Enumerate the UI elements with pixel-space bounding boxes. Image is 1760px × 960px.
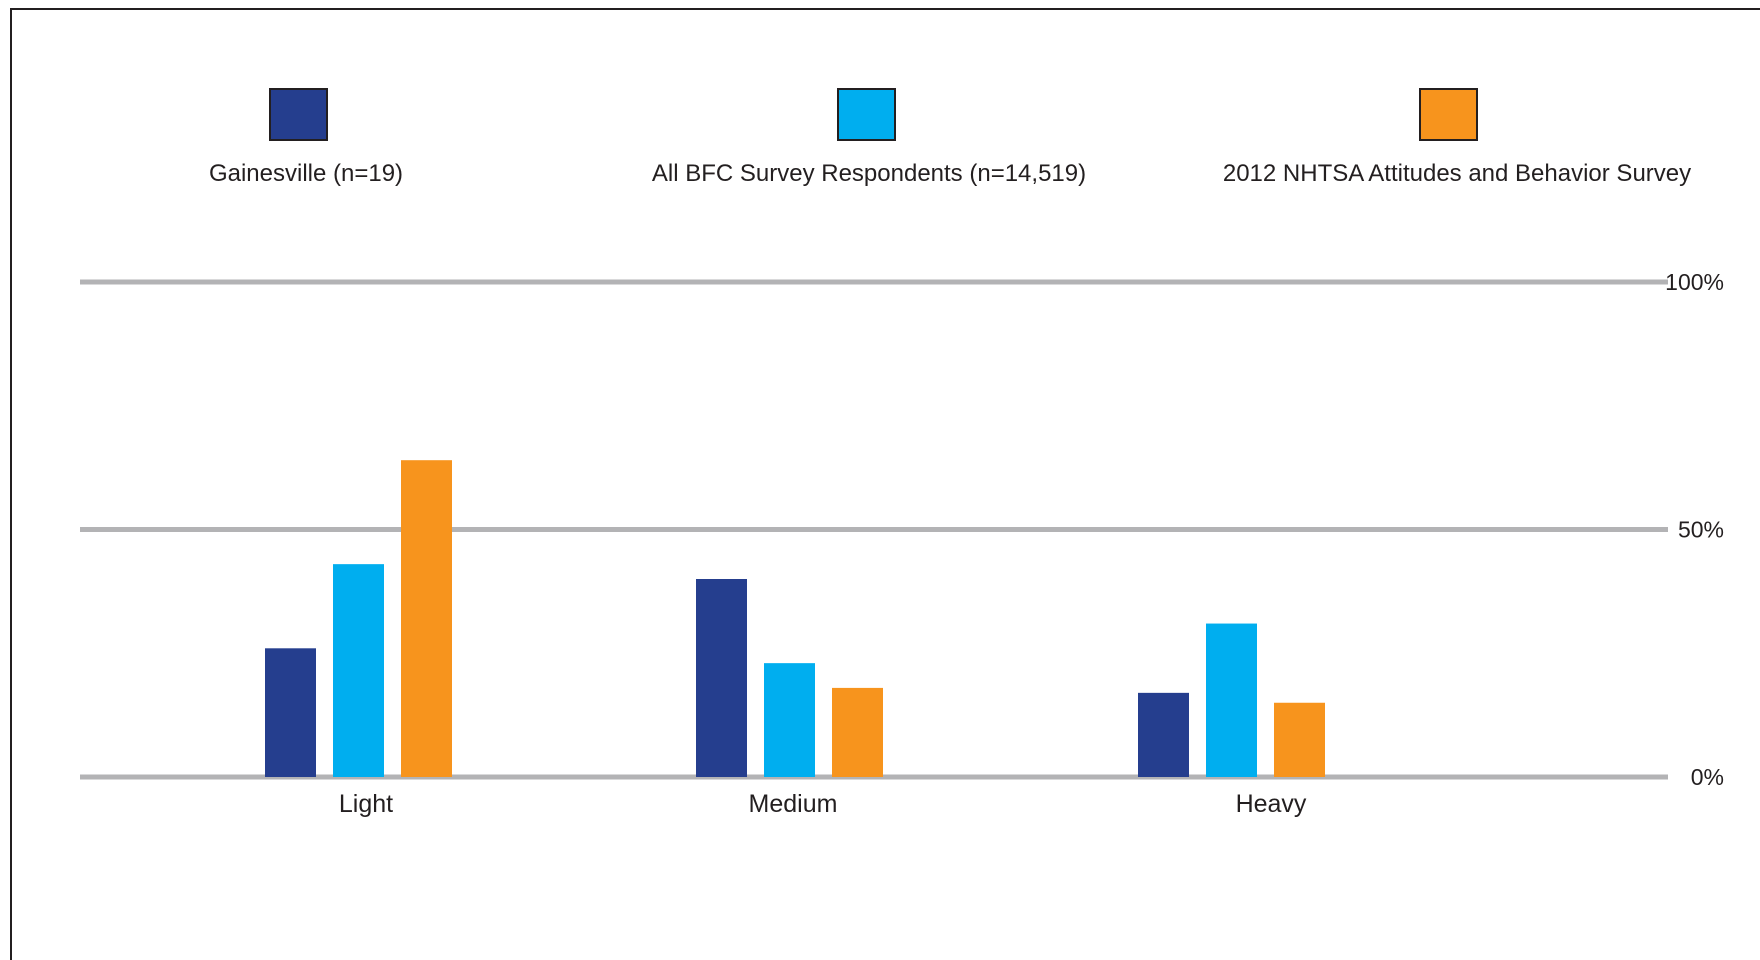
bar (1206, 623, 1257, 777)
bar (764, 663, 815, 777)
legend-swatch (837, 88, 896, 141)
chart-frame (10, 8, 1760, 960)
bar (1138, 692, 1189, 777)
bar (832, 687, 883, 777)
x-tick-label: Medium (749, 790, 838, 818)
x-axis-labels: Light Medium Heavy (339, 790, 1307, 818)
bar (1274, 702, 1325, 777)
x-tick-label: Heavy (1236, 790, 1307, 818)
bars (265, 460, 1325, 777)
legend-swatch (269, 88, 328, 141)
legend-label: 2012 NHTSA Attitudes and Behavior Survey (1223, 160, 1691, 187)
legend-swatch (1419, 88, 1478, 141)
gridlines: 0% 50% 100% (80, 269, 1724, 790)
bar (696, 579, 747, 777)
legend-label: Gainesville (n=19) (209, 160, 403, 187)
y-tick-label: 50% (1678, 517, 1724, 543)
legend: Gainesville (n=19) All BFC Survey Respond… (209, 88, 1691, 187)
legend-label: All BFC Survey Respondents (n=14,519) (652, 160, 1086, 187)
y-tick-label: 0% (1691, 764, 1724, 790)
bar (265, 648, 316, 777)
bar (401, 460, 452, 777)
y-tick-label: 100% (1665, 269, 1724, 295)
bar (333, 564, 384, 777)
x-tick-label: Light (339, 790, 393, 818)
